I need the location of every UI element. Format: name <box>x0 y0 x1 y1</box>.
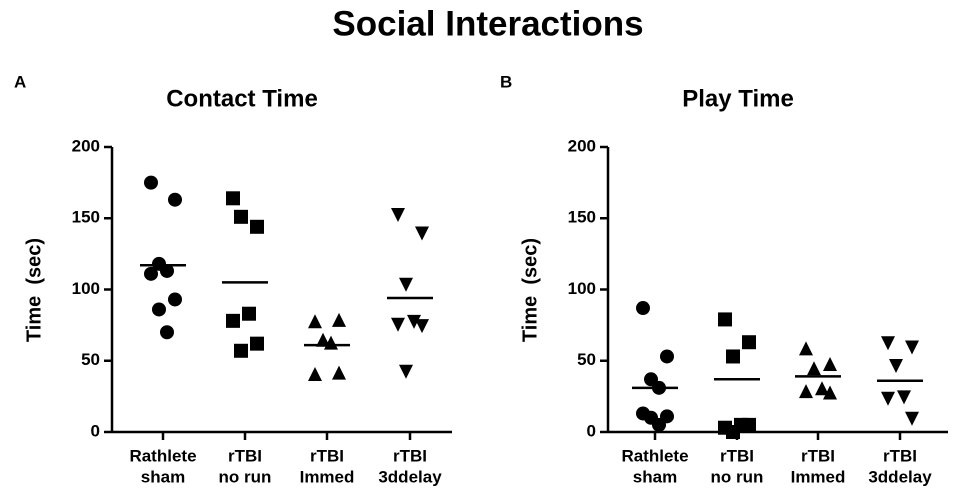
data-point <box>399 364 413 379</box>
data-point <box>160 325 174 340</box>
data-point <box>652 417 666 432</box>
y-tick-label: 100 <box>568 279 596 298</box>
data-point <box>160 263 174 278</box>
x-tick-label: sham <box>141 467 185 486</box>
chart-title: Play Time <box>682 85 794 112</box>
y-tick-label: 50 <box>577 350 596 369</box>
data-point <box>726 425 740 439</box>
x-tick-label: no run <box>711 467 764 486</box>
y-tick-label: 200 <box>568 136 596 155</box>
data-point <box>807 361 821 376</box>
data-point <box>742 335 756 350</box>
y-axis-label: Time (sec) <box>519 238 541 342</box>
data-point <box>242 306 256 321</box>
x-tick-label: 3ddelay <box>378 467 442 486</box>
panel-label: A <box>14 72 26 91</box>
data-point <box>799 384 813 399</box>
data-point <box>152 302 166 317</box>
data-point <box>250 219 264 234</box>
x-tick-label: rTBI <box>720 446 754 465</box>
data-point <box>897 390 911 405</box>
data-point <box>415 319 429 334</box>
data-point <box>660 349 674 364</box>
data-point <box>399 277 413 292</box>
x-tick-label: rTBI <box>393 446 427 465</box>
data-point <box>316 332 330 347</box>
data-point <box>881 336 895 351</box>
data-point <box>881 391 895 406</box>
data-point <box>815 381 829 396</box>
data-point <box>905 340 919 355</box>
x-tick-label: Immed <box>791 467 846 486</box>
data-point <box>308 314 322 329</box>
chart-title: Contact Time <box>166 85 318 112</box>
data-point <box>905 411 919 426</box>
x-tick-label: rTBI <box>228 446 262 465</box>
y-tick-label: 0 <box>91 421 100 440</box>
x-tick-label: 3ddelay <box>868 467 932 486</box>
data-point <box>226 313 240 328</box>
data-point <box>250 336 264 351</box>
x-tick-label: rTBI <box>310 446 344 465</box>
data-point <box>823 385 837 400</box>
y-tick-label: 100 <box>72 279 100 298</box>
data-point <box>823 357 837 372</box>
x-tick-label: sham <box>633 467 677 486</box>
data-point <box>144 266 158 281</box>
data-point <box>234 343 248 358</box>
data-point <box>168 192 182 207</box>
y-tick-label: 150 <box>72 208 100 227</box>
data-point <box>308 367 322 381</box>
data-point <box>407 314 421 329</box>
data-point <box>636 301 650 316</box>
data-point <box>168 292 182 307</box>
data-point <box>718 312 732 327</box>
x-tick-label: no run <box>219 467 272 486</box>
data-point <box>799 341 813 356</box>
data-point <box>234 209 248 224</box>
panel-label: B <box>500 72 512 91</box>
x-tick-label: rTBI <box>801 446 835 465</box>
data-point <box>742 417 756 432</box>
x-tick-label: rTBI <box>883 446 917 465</box>
data-point <box>391 207 405 222</box>
data-point <box>144 175 158 190</box>
y-tick-label: 150 <box>568 208 596 227</box>
data-point <box>726 349 740 364</box>
x-tick-label: Rathlete <box>129 446 196 465</box>
data-point <box>332 365 346 380</box>
y-tick-label: 50 <box>81 350 100 369</box>
x-tick-label: Rathlete <box>621 446 688 465</box>
y-tick-label: 0 <box>587 421 596 440</box>
data-point <box>415 226 429 241</box>
data-point <box>391 317 405 332</box>
y-tick-label: 200 <box>72 136 100 155</box>
data-point <box>226 191 240 206</box>
data-point <box>332 312 346 327</box>
figure-title: Social Interactions <box>332 4 643 43</box>
x-tick-label: Immed <box>300 467 355 486</box>
data-point <box>889 359 903 374</box>
y-axis-label: Time (sec) <box>23 238 45 342</box>
